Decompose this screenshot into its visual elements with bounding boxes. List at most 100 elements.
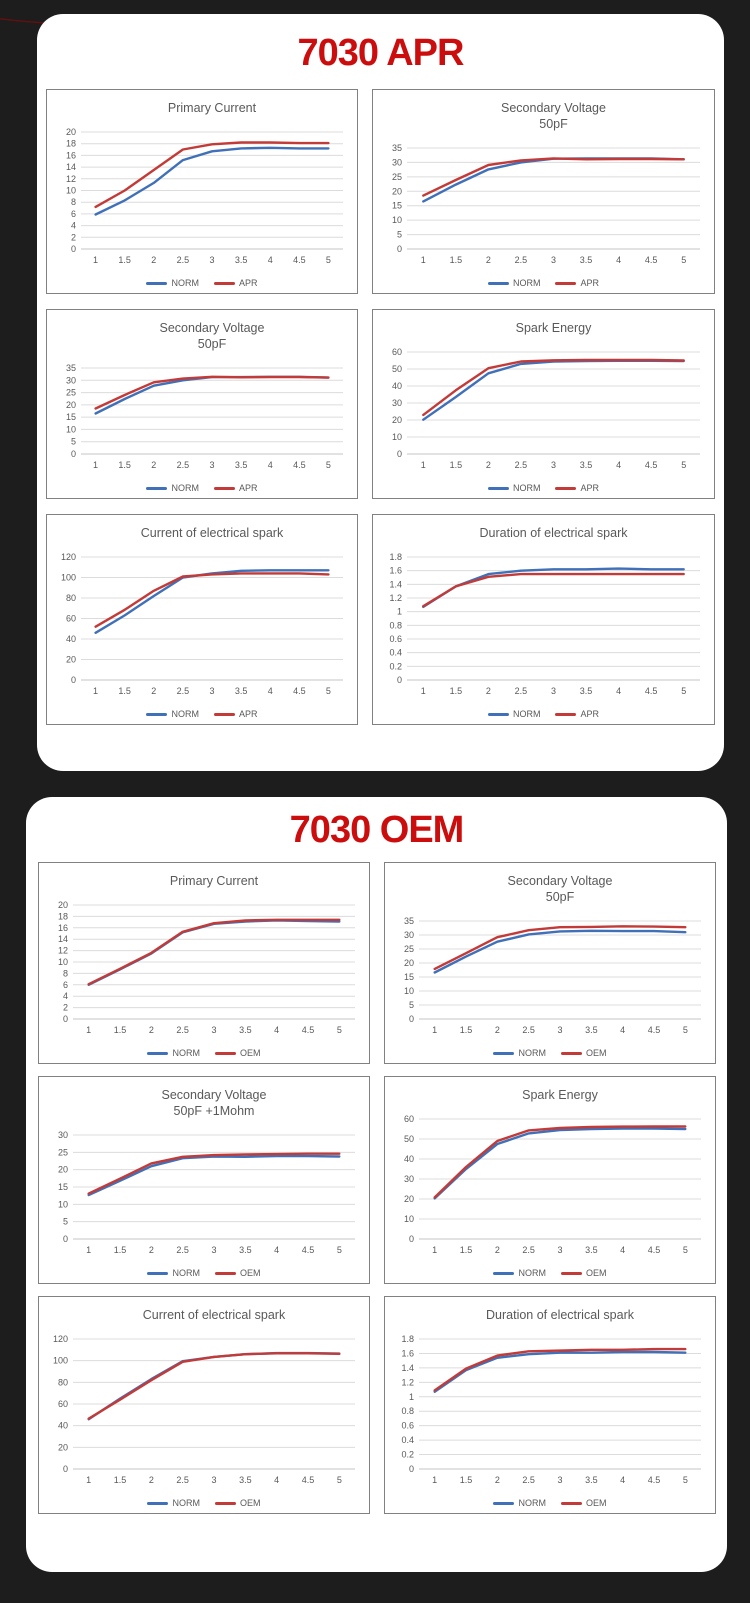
legend-swatch-norm <box>493 1051 515 1055</box>
chart-legend: NORM OEM <box>385 1498 715 1508</box>
legend-item-oem: OEM <box>560 1268 607 1278</box>
legend-label: OEM <box>585 1048 607 1058</box>
x-axis-labels: 1 1.5 2 2.5 3 3.5 4 4.5 5 <box>86 1475 342 1485</box>
legend-label: NORM <box>518 1048 546 1058</box>
legend-label: NORM <box>172 1048 200 1058</box>
svg-text:2.5: 2.5 <box>176 1245 189 1255</box>
svg-text:1: 1 <box>86 1475 91 1485</box>
series-line-apr <box>94 141 330 209</box>
legend-label: OEM <box>585 1498 607 1508</box>
svg-text:6: 6 <box>71 209 76 219</box>
svg-text:2: 2 <box>495 1025 500 1035</box>
svg-text:4: 4 <box>616 686 621 696</box>
svg-text:1.2: 1.2 <box>389 593 402 603</box>
svg-text:3.5: 3.5 <box>239 1025 252 1035</box>
page-background: { "theme": { "page_background": "#1d1d1d… <box>0 14 750 1603</box>
legend-label: OEM <box>239 1498 261 1508</box>
svg-text:0: 0 <box>63 1234 68 1244</box>
svg-text:3.5: 3.5 <box>580 255 593 265</box>
chart-title: Current of electrical spark <box>143 1308 286 1322</box>
svg-text:20: 20 <box>66 400 76 410</box>
svg-text:10: 10 <box>404 1214 414 1224</box>
svg-text:14: 14 <box>58 934 68 944</box>
legend-item-norm: NORM <box>147 1048 200 1058</box>
svg-text:2: 2 <box>486 686 491 696</box>
svg-text:0.4: 0.4 <box>401 1435 414 1445</box>
legend-swatch-norm <box>147 1051 169 1055</box>
svg-text:0: 0 <box>63 1464 68 1474</box>
y-gridlines-and-labels: 0 5 10 15 20 25 30 35 <box>66 363 343 459</box>
svg-text:Secondary Voltage: Secondary Voltage <box>160 321 265 335</box>
chart-spark-energy: Spark Energy 0 10 20 30 40 50 60 1 1.5 2 2.5 3 3.5 4 4.… <box>372 309 715 499</box>
svg-text:3.5: 3.5 <box>235 460 248 470</box>
x-axis-labels: 1 1.5 2 2.5 3 3.5 4 4.5 5 <box>432 1025 688 1035</box>
svg-text:2.5: 2.5 <box>177 460 190 470</box>
y-gridlines-and-labels: 0 10 20 30 40 50 60 <box>392 347 700 459</box>
svg-text:0.4: 0.4 <box>389 648 402 658</box>
svg-text:30: 30 <box>66 375 76 385</box>
svg-text:2.5: 2.5 <box>176 1475 189 1485</box>
svg-text:0: 0 <box>409 1014 414 1024</box>
svg-text:1.5: 1.5 <box>460 1025 473 1035</box>
y-gridlines-and-labels: 0 0.2 0.4 0.6 0.8 1 1.2 1.4 1.6 1.8 <box>389 552 700 685</box>
svg-text:0: 0 <box>71 449 76 459</box>
svg-text:10: 10 <box>58 957 68 967</box>
legend-label: APR <box>238 278 258 288</box>
series-line-norm <box>433 1127 687 1200</box>
legend-swatch-apr <box>213 486 235 490</box>
svg-text:40: 40 <box>392 381 402 391</box>
svg-text:20: 20 <box>58 1442 68 1452</box>
svg-text:3.5: 3.5 <box>239 1475 252 1485</box>
svg-text:3.5: 3.5 <box>585 1025 598 1035</box>
legend-item-norm: NORM <box>146 709 199 719</box>
svg-text:2: 2 <box>63 1003 68 1013</box>
chart-legend: NORM APR <box>373 483 714 493</box>
chart-legend: NORM OEM <box>39 1498 369 1508</box>
x-axis-labels: 1 1.5 2 2.5 3 3.5 4 4.5 5 <box>432 1245 688 1255</box>
svg-text:1.5: 1.5 <box>460 1475 473 1485</box>
svg-text:1.4: 1.4 <box>401 1363 414 1373</box>
svg-text:30: 30 <box>392 398 402 408</box>
svg-text:2.5: 2.5 <box>515 686 528 696</box>
x-axis-labels: 1 1.5 2 2.5 3 3.5 4 4.5 5 <box>421 255 686 265</box>
svg-text:16: 16 <box>58 923 68 933</box>
svg-text:5: 5 <box>409 1000 414 1010</box>
series-line-apr <box>94 375 330 410</box>
svg-text:Spark Energy: Spark Energy <box>516 321 592 335</box>
chart-title: Primary Current <box>170 874 259 888</box>
svg-text:0.8: 0.8 <box>401 1406 414 1416</box>
svg-text:2: 2 <box>151 255 156 265</box>
svg-text:2: 2 <box>486 460 491 470</box>
svg-text:4.5: 4.5 <box>645 460 658 470</box>
legend-label: OEM <box>585 1268 607 1278</box>
svg-text:30: 30 <box>58 1130 68 1140</box>
svg-text:8: 8 <box>63 968 68 978</box>
legend-item-norm: NORM <box>146 278 199 288</box>
svg-text:20: 20 <box>392 186 402 196</box>
x-axis-labels: 1 1.5 2 2.5 3 3.5 4 4.5 5 <box>421 686 686 696</box>
legend-item-apr: APR <box>555 709 599 719</box>
legend-item-norm: NORM <box>487 483 540 493</box>
svg-text:Spark Energy: Spark Energy <box>522 1088 598 1102</box>
chart-canvas: Duration of electrical spark 0 0.2 0.4 0.6 0.… <box>401 1308 701 1485</box>
svg-text:4.5: 4.5 <box>648 1475 661 1485</box>
svg-text:4: 4 <box>268 460 273 470</box>
svg-text:2: 2 <box>495 1245 500 1255</box>
svg-text:2: 2 <box>151 686 156 696</box>
svg-text:1: 1 <box>432 1025 437 1035</box>
svg-text:60: 60 <box>66 614 76 624</box>
svg-text:1: 1 <box>86 1245 91 1255</box>
panel-title-apr: 7030 APR <box>297 32 465 74</box>
y-gridlines-and-labels: 0 10 20 30 40 50 60 <box>404 1114 701 1244</box>
legend-swatch-oem <box>214 1271 236 1275</box>
chart-title: Primary Current <box>168 101 257 115</box>
svg-text:4.5: 4.5 <box>293 255 306 265</box>
svg-text:100: 100 <box>53 1356 68 1366</box>
chart-title: Duration of electrical spark <box>486 1308 635 1322</box>
svg-text:4: 4 <box>620 1025 625 1035</box>
svg-text:4.5: 4.5 <box>645 255 658 265</box>
panel-title-oem: 7030 OEM <box>289 809 465 851</box>
chart-title: Secondary Voltage 50pF <box>160 321 265 351</box>
